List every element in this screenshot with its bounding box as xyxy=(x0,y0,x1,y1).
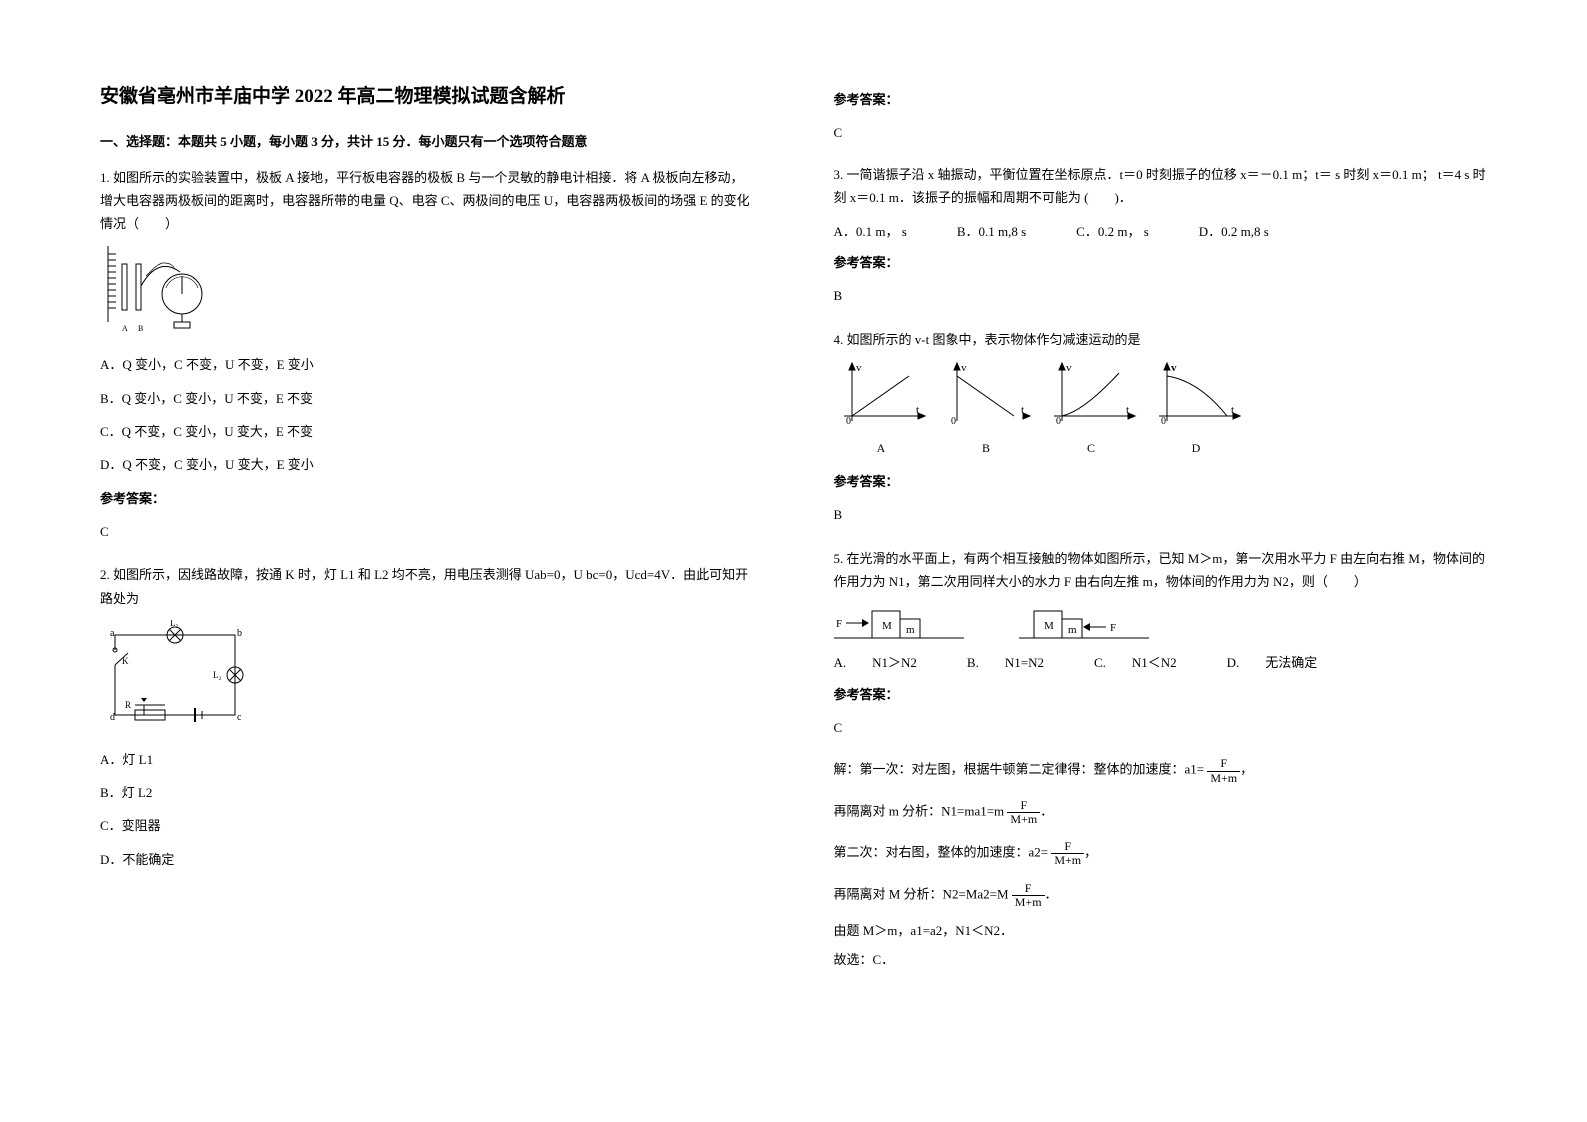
q1-opt-b: B．Q 变小，C 变小，U 不变，E 不变 xyxy=(100,387,754,410)
svg-text:L₁: L₁ xyxy=(170,620,179,628)
q5-solution: 解：第一次：对左图，根据牛顿第二定律得：整体的加速度：a1= FM+m， 再隔离… xyxy=(834,757,1488,971)
q5-figure: F M m M m F xyxy=(834,603,1488,643)
q2-opt-a: A．灯 L1 xyxy=(100,748,754,771)
q4-answer: B xyxy=(834,503,1488,526)
svg-text:0: 0 xyxy=(1056,416,1061,427)
svg-text:L₂: L₂ xyxy=(213,670,222,680)
svg-text:F: F xyxy=(1110,622,1116,634)
svg-text:t: t xyxy=(1231,404,1234,416)
q5-opt-c: C. N1＜N2 xyxy=(1094,651,1177,674)
svg-text:0: 0 xyxy=(846,416,851,427)
left-column: 安徽省亳州市羊庙中学 2022 年高二物理模拟试题含解析 一、选择题：本题共 5… xyxy=(100,80,754,992)
svg-text:M: M xyxy=(882,620,892,632)
svg-text:v: v xyxy=(1066,362,1072,374)
q3-opt-a: A．0.1 m， s xyxy=(834,220,907,243)
q5-sol6: 故选：C． xyxy=(834,948,1488,971)
q5-sol4: 再隔离对 M 分析：N2=Ma2=M xyxy=(834,886,1009,901)
q5-stem: 5. 在光滑的水平面上，有两个相互接触的物体如图所示，已知 M＞m，第一次用水平… xyxy=(834,547,1488,594)
svg-text:F: F xyxy=(836,618,842,630)
q3-opt-c: C．0.2 m， s xyxy=(1076,220,1149,243)
svg-text:t: t xyxy=(1126,404,1129,416)
svg-text:m: m xyxy=(906,624,915,636)
q4-figure: v t 0 A v t 0 B xyxy=(834,361,1488,460)
fraction-icon: FM+m xyxy=(1207,757,1240,784)
page-title: 安徽省亳州市羊庙中学 2022 年高二物理模拟试题含解析 xyxy=(100,80,754,114)
q3-opt-d: D．0.2 m,8 s xyxy=(1199,220,1269,243)
q5-sol3: 第二次：对右图，整体的加速度：a2= xyxy=(834,845,1049,860)
q1-opt-d: D．Q 不变，C 变小，U 变大，E 变小 xyxy=(100,453,754,476)
q4-label-d: D xyxy=(1192,438,1201,460)
svg-text:M: M xyxy=(1044,620,1054,632)
q2-opt-c: C．变阻器 xyxy=(100,814,754,837)
svg-text:m: m xyxy=(1068,624,1077,636)
q2-answer: C xyxy=(834,121,1488,144)
answer-label: 参考答案： xyxy=(834,470,1488,493)
svg-text:t: t xyxy=(916,404,919,416)
q2-opt-d: D．不能确定 xyxy=(100,848,754,871)
svg-text:K: K xyxy=(122,656,129,666)
answer-label: 参考答案： xyxy=(834,88,1488,111)
svg-text:t: t xyxy=(1021,404,1024,416)
q3-opt-b: B．0.1 m,8 s xyxy=(957,220,1026,243)
svg-text:0: 0 xyxy=(1161,416,1166,427)
q4-label-c: C xyxy=(1087,438,1095,460)
q5-sol5: 由题 M＞m，a1=a2，N1＜N2． xyxy=(834,919,1488,942)
svg-text:d: d xyxy=(110,712,115,723)
svg-text:0: 0 xyxy=(951,416,956,427)
svg-text:v: v xyxy=(961,362,967,374)
svg-text:c: c xyxy=(237,712,242,723)
q1-stem: 1. 如图所示的实验装置中，极板 A 接地，平行板电容器的极板 B 与一个灵敏的… xyxy=(100,166,754,236)
q4-stem: 4. 如图所示的 v-t 图象中，表示物体作匀减速运动的是 xyxy=(834,328,1488,351)
section-header: 一、选择题：本题共 5 小题，每小题 3 分，共计 15 分．每小题只有一个选项… xyxy=(100,130,754,153)
q5-opt-a: A. N1＞N2 xyxy=(834,651,917,674)
svg-text:b: b xyxy=(237,628,242,639)
q1-figure: AB xyxy=(100,246,754,343)
answer-label: 参考答案： xyxy=(834,683,1488,706)
q1-opt-a: A．Q 变小，C 不变，U 不变，E 变小 xyxy=(100,353,754,376)
q1-opt-c: C．Q 不变，C 变小，U 变大，E 不变 xyxy=(100,420,754,443)
fraction-icon: FM+m xyxy=(1012,882,1045,909)
q4-label-a: A xyxy=(877,438,886,460)
q3-stem: 3. 一简谐振子沿 x 轴振动，平衡位置在坐标原点．t＝0 时刻振子的位移 x＝… xyxy=(834,163,1488,210)
q2-figure: a b c d L₁ L₂ K R xyxy=(100,620,754,737)
q5-sol1: 解：第一次：对左图，根据牛顿第二定律得：整体的加速度：a1= xyxy=(834,762,1205,777)
right-column: 参考答案： C 3. 一简谐振子沿 x 轴振动，平衡位置在坐标原点．t＝0 时刻… xyxy=(834,80,1488,992)
q2-opt-b: B．灯 L2 xyxy=(100,781,754,804)
fraction-icon: FM+m xyxy=(1007,799,1040,826)
svg-text:A: A xyxy=(122,324,128,333)
answer-label: 参考答案： xyxy=(100,487,754,510)
question-1: 1. 如图所示的实验装置中，极板 A 接地，平行板电容器的极板 B 与一个灵敏的… xyxy=(100,166,754,544)
q2-stem: 2. 如图所示，因线路故障，按通 K 时，灯 L1 和 L2 均不亮，用电压表测… xyxy=(100,563,754,610)
question-3: 3. 一简谐振子沿 x 轴振动，平衡位置在坐标原点．t＝0 时刻振子的位移 x＝… xyxy=(834,163,1488,308)
q3-answer: B xyxy=(834,284,1488,307)
svg-text:v: v xyxy=(856,362,862,374)
svg-text:a: a xyxy=(110,628,115,639)
question-2: 2. 如图所示，因线路故障，按通 K 时，灯 L1 和 L2 均不亮，用电压表测… xyxy=(100,563,754,871)
q5-sol2: 再隔离对 m 分析：N1=ma1=m xyxy=(834,804,1005,819)
fraction-icon: FM+m xyxy=(1051,840,1084,867)
svg-text:B: B xyxy=(138,324,143,333)
svg-text:R: R xyxy=(125,700,131,710)
q5-opt-b: B. N1=N2 xyxy=(967,651,1044,674)
question-5: 5. 在光滑的水平面上，有两个相互接触的物体如图所示，已知 M＞m，第一次用水平… xyxy=(834,547,1488,972)
question-4: 4. 如图所示的 v-t 图象中，表示物体作匀减速运动的是 v t 0 A v t xyxy=(834,328,1488,527)
answer-label: 参考答案： xyxy=(834,251,1488,274)
q1-answer: C xyxy=(100,520,754,543)
q5-answer: C xyxy=(834,716,1488,739)
q4-label-b: B xyxy=(982,438,990,460)
svg-text:v: v xyxy=(1171,362,1177,374)
q5-opt-d: D. 无法确定 xyxy=(1227,651,1318,674)
